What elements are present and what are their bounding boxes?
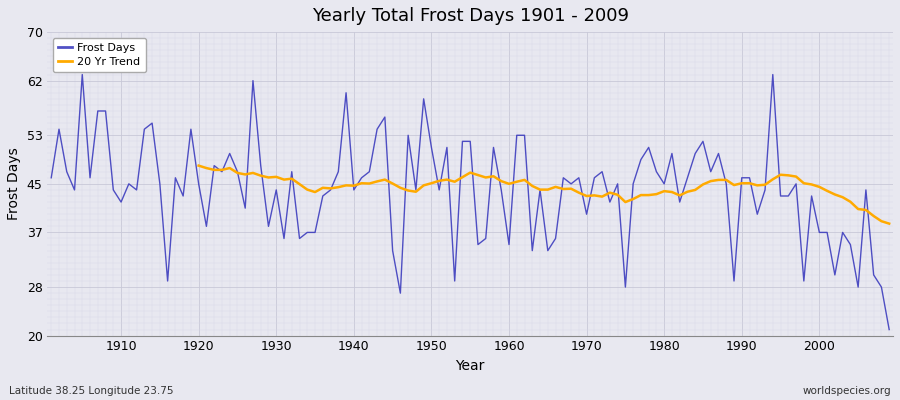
20 Yr Trend	[674, 193, 685, 198]
Line: Frost Days: Frost Days	[51, 74, 889, 330]
Frost Days	[884, 327, 895, 332]
20 Yr Trend	[884, 221, 895, 226]
20 Yr Trend	[194, 163, 204, 168]
X-axis label: Year: Year	[455, 359, 485, 373]
20 Yr Trend	[852, 207, 863, 212]
20 Yr Trend	[402, 188, 413, 193]
Title: Yearly Total Frost Days 1901 - 2009: Yearly Total Frost Days 1901 - 2009	[311, 7, 629, 25]
20 Yr Trend	[286, 176, 297, 181]
Frost Days	[286, 169, 297, 174]
Frost Days	[46, 175, 57, 180]
20 Yr Trend	[768, 177, 778, 182]
Legend: Frost Days, 20 Yr Trend: Frost Days, 20 Yr Trend	[53, 38, 146, 72]
Frost Days	[511, 133, 522, 138]
20 Yr Trend	[783, 173, 794, 178]
Text: worldspecies.org: worldspecies.org	[803, 386, 891, 396]
Frost Days	[605, 200, 616, 204]
Line: 20 Yr Trend: 20 Yr Trend	[199, 166, 889, 224]
Frost Days	[504, 242, 515, 247]
Frost Days	[76, 72, 87, 77]
Y-axis label: Frost Days: Frost Days	[7, 148, 21, 220]
Text: Latitude 38.25 Longitude 23.75: Latitude 38.25 Longitude 23.75	[9, 386, 174, 396]
Frost Days	[333, 169, 344, 174]
Frost Days	[116, 200, 127, 204]
